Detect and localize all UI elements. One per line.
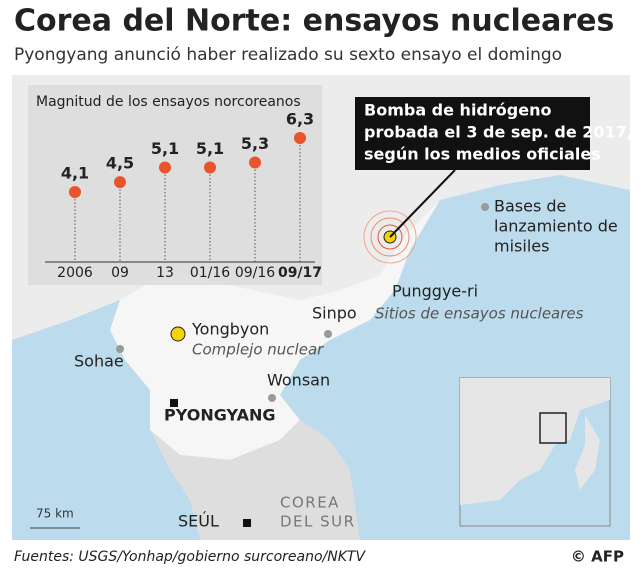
x-tick-label: 09/16 [235, 265, 275, 281]
country-label: DEL SUR [280, 513, 356, 531]
callout-text: Bomba de hidrógeno [364, 101, 551, 120]
place-label: PYONGYANG [164, 406, 275, 425]
ring [363, 210, 417, 264]
x-tick-label: 09/17 [278, 265, 322, 281]
value-label: 5,1 [151, 139, 179, 158]
credit: © AFP [571, 548, 624, 566]
place-note: Sitios de ensayos nucleares [375, 305, 584, 323]
subtitle: Pyongyang anunció haber realizado su sex… [14, 45, 562, 65]
value-label: 5,3 [241, 134, 269, 153]
dot [249, 156, 261, 169]
inset-japan [575, 415, 600, 490]
dot [114, 176, 126, 189]
inset-land [460, 378, 610, 505]
place-label: Sinpo [312, 304, 357, 323]
place-note: Complejo nuclear [192, 341, 324, 359]
dot [294, 132, 306, 144]
value-label: 4,5 [106, 154, 134, 173]
place-label: Sohae [74, 352, 124, 371]
dot [159, 161, 171, 174]
chart: 4,1 2006 4,5 09 5,1 13 5,1 01/16 5,3 09/16 6,3 09/1… [57, 110, 322, 282]
x-tick-label: 2006 [57, 265, 93, 281]
x-tick-label: 01/16 [190, 265, 230, 281]
title: Corea del Norte: ensayos nucleares [14, 4, 614, 39]
place-label: SEÚL [178, 512, 219, 531]
place-label: Bases de [494, 197, 566, 216]
capital-marker [170, 399, 178, 407]
place-label: Yongbyon [191, 320, 269, 339]
value-label: 6,3 [286, 110, 314, 129]
value-label: 4,1 [61, 164, 89, 183]
place-label: misiles [494, 237, 549, 256]
place-dot [268, 394, 276, 402]
place-label: Wonsan [267, 371, 330, 390]
chart-title: Magnitud de los ensayos norcoreanos [36, 94, 301, 110]
dot [69, 186, 81, 198]
chart-panel [28, 85, 322, 285]
scale-label: 75 km [36, 507, 74, 521]
x-tick-label: 13 [156, 265, 174, 281]
inset-frame [539, 412, 567, 444]
place-dot [481, 203, 489, 211]
place-label: lanzamiento de [494, 217, 618, 236]
country-label: COREA [280, 494, 340, 512]
place-dot [324, 330, 332, 338]
ring [377, 224, 403, 250]
sources: Fuentes: USGS/Yonhap/gobierno surcoreano… [14, 549, 366, 565]
callout-text: probada el 3 de sep. de 2017, [364, 123, 633, 142]
capital-marker [243, 519, 251, 527]
nuclear-icon [170, 326, 186, 342]
callout-text: según los medios oficiales [364, 145, 601, 164]
ring [370, 217, 410, 257]
dot [204, 161, 216, 174]
callout-line [389, 169, 456, 238]
south-korea [150, 420, 360, 540]
north-korea [110, 200, 440, 460]
place-label: Punggye-ri [392, 282, 478, 301]
value-label: 5,1 [196, 139, 224, 158]
x-tick-label: 09 [111, 265, 129, 281]
place-dot [116, 345, 124, 353]
callout-box [355, 97, 590, 170]
